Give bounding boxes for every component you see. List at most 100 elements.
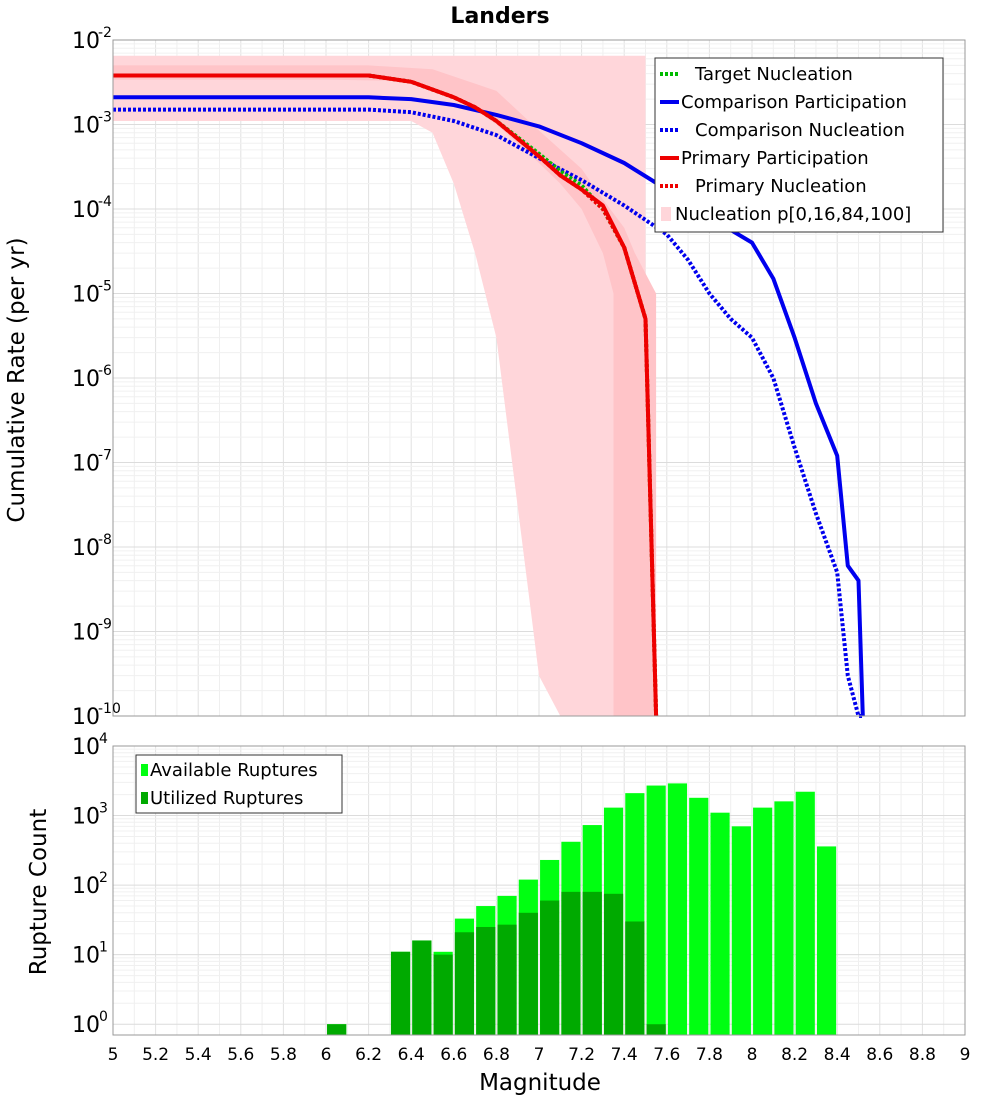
x-tick-label: 5.6	[227, 1045, 254, 1065]
legend-label: Nucleation p[0,16,84,100]	[675, 204, 911, 225]
y-tick-base: 10	[72, 621, 100, 646]
legend-item: Available Ruptures	[141, 760, 318, 781]
y-tick-exponent: -7	[98, 448, 112, 464]
bar-available-ruptures	[816, 846, 837, 1035]
y-tick-label: 10-8	[72, 532, 112, 561]
y-tick-label: 10 3	[72, 801, 108, 830]
bar-utilized-ruptures	[582, 891, 602, 1035]
bar-utilized-ruptures	[327, 1024, 347, 1035]
x-tick-label: 7.8	[696, 1045, 723, 1065]
x-axis-label: Magnitude	[479, 1070, 601, 1096]
y-tick-base: 10	[72, 114, 100, 139]
bar-utilized-ruptures	[518, 912, 538, 1035]
bar-available-ruptures	[710, 812, 730, 1035]
legend-label: Comparison Nucleation	[695, 120, 905, 141]
y-tick-base: 10	[72, 705, 100, 730]
y-tick-base: 10	[72, 735, 100, 760]
y-tick-label: 10-6	[72, 363, 112, 392]
y-tick-exponent: -3	[98, 110, 112, 126]
y-tick-base: 10	[72, 452, 100, 477]
bar-utilized-ruptures	[476, 926, 496, 1035]
bottom-plot-border	[112, 745, 966, 1036]
top-plot-border	[112, 39, 966, 717]
x-tick-label: 5	[108, 1045, 119, 1065]
y-tick-label: 10 1	[72, 940, 108, 969]
bar-utilized-ruptures	[603, 893, 624, 1035]
y-tick-base: 10	[72, 805, 100, 830]
legend-swatch	[141, 764, 148, 776]
legend-box	[135, 754, 343, 814]
y-tick-label: 10 0	[72, 1009, 108, 1038]
y-tick-base: 10	[72, 536, 100, 561]
legend-item: Primary Participation	[660, 148, 869, 169]
x-tick-label: 6.6	[440, 1045, 467, 1065]
x-tick-label: 7.4	[611, 1045, 638, 1065]
x-tick-label: 7.6	[653, 1045, 680, 1065]
bar-utilized-ruptures	[561, 891, 581, 1035]
bar-utilized-ruptures	[497, 924, 517, 1035]
x-tick-label: 7	[534, 1045, 545, 1065]
x-tick-label: 6.8	[483, 1045, 510, 1065]
legend-item: Primary Nucleation	[660, 176, 867, 197]
y-tick-label: 10-3	[72, 110, 112, 139]
y-tick-exponent: 2	[99, 870, 108, 886]
y-tick-exponent: 0	[99, 1009, 108, 1025]
y-tick-label: 10-5	[72, 279, 112, 308]
x-tick-label: 6	[321, 1045, 332, 1065]
top-bands	[113, 55, 657, 717]
bottom-x-ticks: 5 5.2 5.4 5.6 5.8 6 6.2 6.4 6.6 6.8 7 7.2 7.4 7.6 7.8 8…	[108, 1045, 971, 1065]
y-tick-exponent: -9	[98, 617, 112, 633]
series-line-comparison-nucleation	[113, 107, 863, 718]
legend-label: Primary Participation	[681, 148, 869, 169]
bar-utilized-ruptures	[454, 932, 475, 1035]
band-p0-p100	[113, 55, 646, 717]
x-tick-label: 6.2	[355, 1045, 382, 1065]
bottom-legend: Available Ruptures Utilized Ruptures	[135, 754, 343, 814]
bar-available-ruptures	[646, 785, 666, 1035]
y-tick-label: 10-2	[72, 25, 112, 54]
legend-label: Available Ruptures	[150, 760, 318, 781]
legend-item: Utilized Ruptures	[141, 788, 303, 809]
y-tick-exponent: -10	[98, 701, 121, 717]
bar-available-ruptures	[753, 807, 773, 1035]
bar-utilized-ruptures	[646, 1024, 666, 1035]
legend-item: Comparison Participation	[660, 92, 907, 113]
top-y-axis-label: Cumulative Rate (per yr)	[4, 237, 30, 522]
y-tick-exponent: -4	[98, 194, 112, 210]
y-tick-label: 10-9	[72, 617, 112, 646]
y-tick-exponent: 3	[99, 801, 108, 817]
x-tick-label: 5.8	[270, 1045, 297, 1065]
series-line-primary-nucleation	[113, 73, 659, 717]
y-tick-label: 10-4	[72, 194, 112, 223]
y-tick-exponent: -2	[98, 25, 112, 41]
x-tick-label: 6.4	[398, 1045, 425, 1065]
legend-item: Nucleation p[0,16,84,100]	[661, 204, 911, 225]
y-tick-label: 10 4	[72, 731, 108, 760]
top-legend: Target Nucleation Comparison Participatio…	[654, 57, 944, 233]
chart-title: Landers	[450, 4, 549, 29]
y-tick-base: 10	[72, 367, 100, 392]
bar-available-ruptures	[795, 791, 815, 1035]
x-tick-label: 8.6	[866, 1045, 893, 1065]
bar-available-ruptures	[667, 783, 688, 1035]
bar-utilized-ruptures	[625, 921, 645, 1035]
y-tick-base: 10	[72, 283, 100, 308]
legend-item: Target Nucleation	[660, 64, 853, 85]
y-tick-base: 10	[72, 198, 100, 223]
legend-label: Primary Nucleation	[695, 176, 867, 197]
bar-utilized-ruptures	[390, 951, 411, 1035]
legend-swatch	[661, 207, 671, 221]
x-tick-label: 8	[747, 1045, 758, 1065]
y-tick-label: 10 2	[72, 870, 108, 899]
legend-label: Target Nucleation	[694, 64, 853, 85]
x-tick-label: 7.2	[568, 1045, 595, 1065]
bottom-y-axis-label: Rupture Count	[26, 809, 52, 975]
y-tick-exponent: 1	[99, 940, 108, 956]
y-tick-label: 10-7	[72, 448, 112, 477]
x-tick-label: 8.8	[909, 1045, 936, 1065]
y-tick-exponent: 4	[99, 731, 108, 747]
y-tick-base: 10	[72, 874, 100, 899]
bar-utilized-ruptures	[412, 940, 432, 1035]
